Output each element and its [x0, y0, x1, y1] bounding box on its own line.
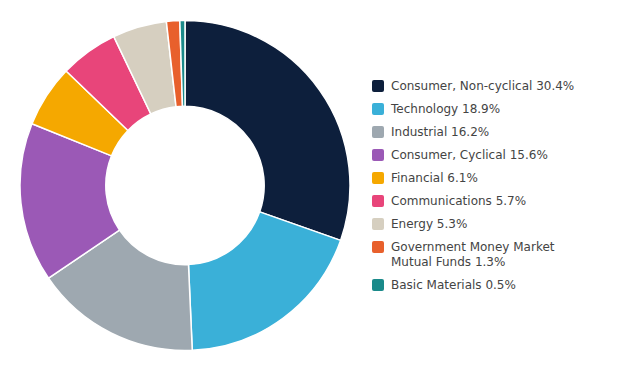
legend-label: Industrial 16.2% — [391, 125, 489, 139]
legend-swatch — [372, 172, 384, 184]
legend-label: Energy 5.3% — [391, 217, 467, 231]
legend-swatch — [372, 80, 384, 92]
donut-slice — [185, 21, 350, 241]
legend-label: Consumer, Cyclical 15.6% — [391, 148, 548, 162]
legend-label: Basic Materials 0.5% — [391, 278, 516, 292]
legend-label: Consumer, Non-cyclical 30.4% — [391, 79, 574, 93]
legend-label: Financial 6.1% — [391, 171, 478, 185]
legend-swatch — [372, 103, 384, 115]
legend-swatch — [372, 149, 384, 161]
legend-swatch — [372, 126, 384, 138]
chart-container: Consumer, Non-cyclical 30.4% Technology 1… — [0, 0, 627, 371]
donut-slice — [114, 22, 176, 114]
legend-swatch — [372, 241, 384, 253]
chart: Consumer, Non-cyclical 30.4% Technology 1… — [0, 0, 627, 371]
legend-label: Technology 18.9% — [390, 102, 500, 116]
donut-slice — [188, 212, 340, 350]
legend-swatch — [372, 218, 384, 230]
legend-label: Communications 5.7% — [391, 194, 526, 208]
legend-swatch — [372, 195, 384, 207]
legend: Consumer, Non-cyclical 30.4% Technology 1… — [372, 79, 574, 292]
legend-swatch — [372, 279, 384, 291]
donut — [20, 21, 350, 351]
donut-slice — [180, 21, 185, 107]
legend-label: Government Money MarketMutual Funds 1.3% — [391, 240, 555, 269]
